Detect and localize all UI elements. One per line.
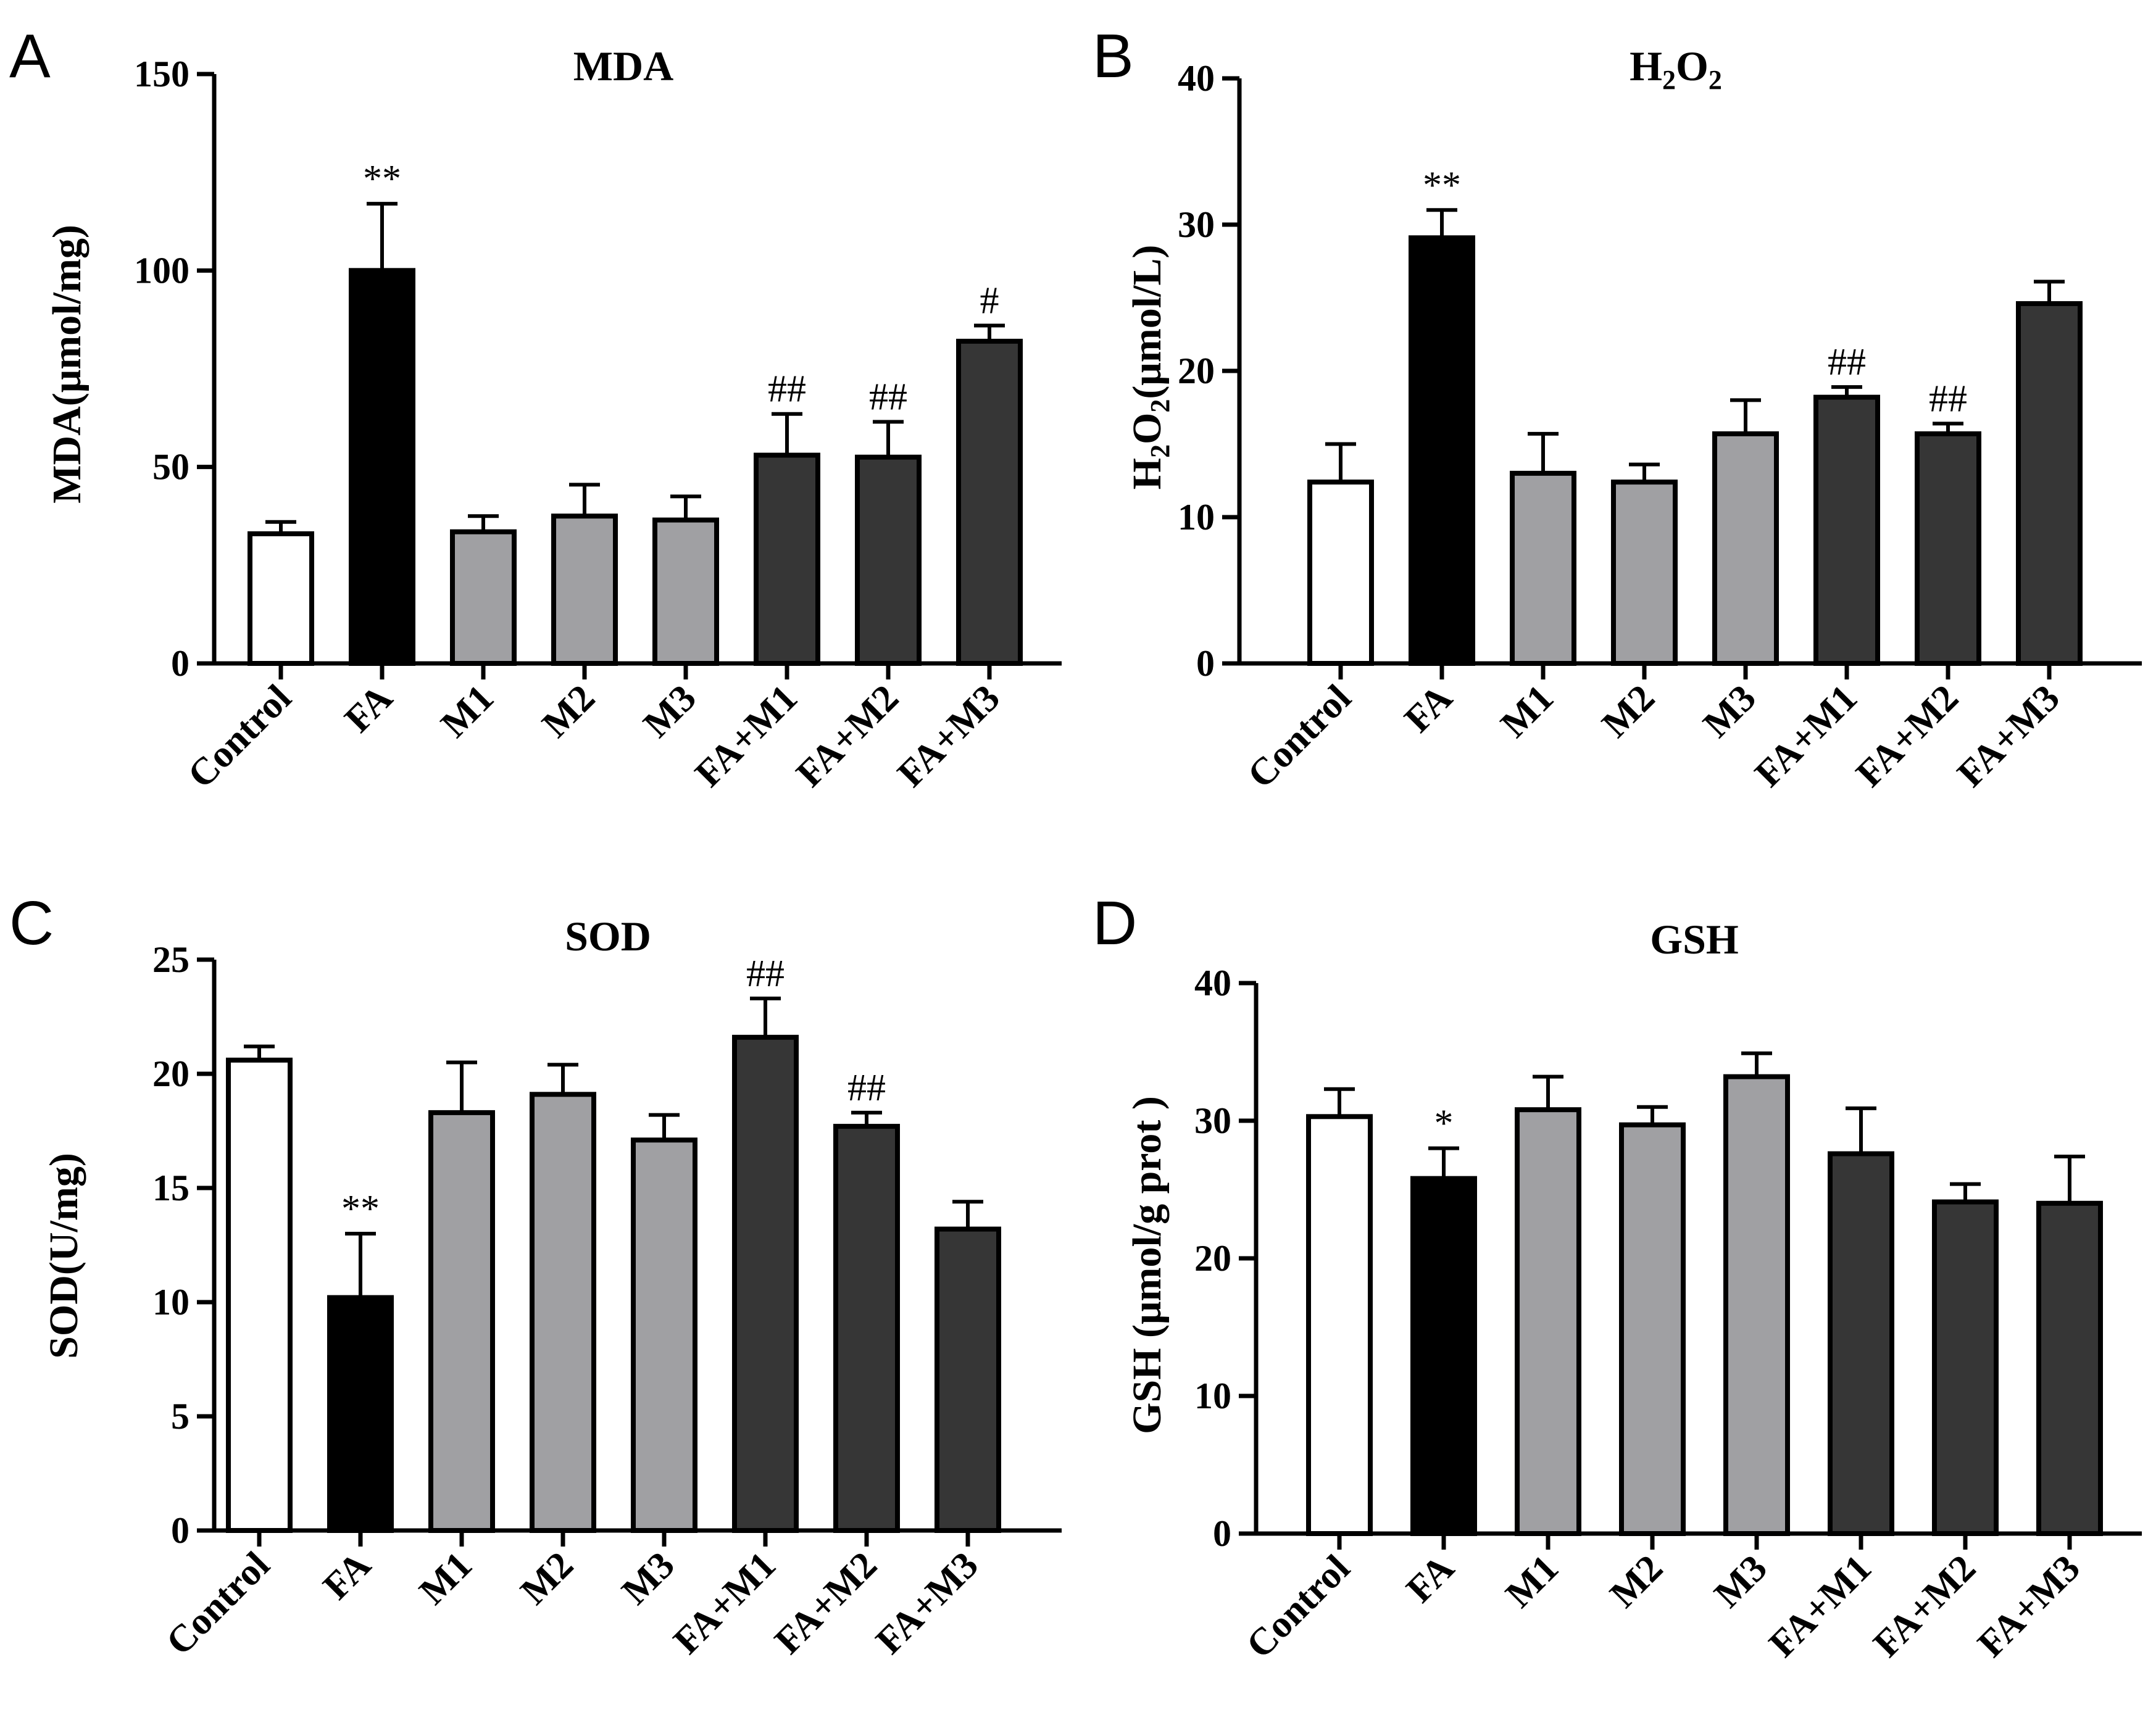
bar-m2 (1611, 480, 1678, 666)
bar-fa-plus-m1 (1813, 394, 1880, 666)
y-tick-label: 50 (152, 447, 189, 488)
y-tick-label: 0 (1213, 1513, 1231, 1554)
bar-fa-plus-m3 (2036, 1200, 2103, 1537)
significance-label: ## (1929, 378, 1967, 420)
y-tick-label: 10 (1194, 1376, 1231, 1416)
y-tick-label: 150 (134, 54, 189, 94)
significance-label: ## (1828, 341, 1866, 383)
significance-label: ## (869, 376, 907, 418)
bar-control (1306, 1114, 1373, 1537)
y-tick-label: 40 (1194, 963, 1231, 1003)
y-tick-label: 15 (152, 1168, 189, 1208)
panel-a-letter: A (9, 22, 51, 91)
bar-m1 (428, 1110, 495, 1533)
y-tick-label: 30 (1194, 1100, 1231, 1141)
bar-fa-plus-m3 (935, 1226, 1001, 1533)
y-tick-label: 30 (1178, 204, 1215, 245)
bar-m2 (530, 1092, 596, 1534)
y-tick-label: 40 (1178, 58, 1215, 99)
bar-fa-plus-m3 (2016, 301, 2083, 667)
y-tick-label: 20 (1178, 351, 1215, 391)
bar-fa (327, 1295, 394, 1534)
bar-fa-plus-m1 (754, 452, 820, 666)
y-tick-label: 0 (171, 1510, 189, 1551)
panel-c-title: SOD (565, 913, 651, 960)
panel-c-y-axis-label: SOD(U/mg) (41, 1153, 86, 1359)
bar-m3 (1723, 1074, 1790, 1536)
panel-d-title: GSH (1650, 916, 1739, 963)
bar-m1 (1510, 470, 1576, 667)
y-tick-label: 10 (152, 1282, 189, 1323)
bar-fa (1410, 1176, 1477, 1537)
bar-m3 (631, 1137, 697, 1534)
bar-fa (349, 268, 415, 667)
significance-label: ## (847, 1067, 886, 1109)
panel-c-letter: C (9, 889, 54, 958)
significance-label: ## (768, 368, 806, 410)
bar-m3 (652, 517, 719, 666)
significance-label: ** (1423, 164, 1461, 206)
y-tick-label: 25 (152, 939, 189, 980)
y-tick-label: 100 (134, 250, 189, 291)
y-tick-label: 5 (171, 1396, 189, 1437)
bar-m3 (1712, 431, 1779, 666)
bar-control (1307, 480, 1374, 666)
bar-fa-plus-m2 (1932, 1199, 1999, 1536)
y-tick-label: 0 (171, 643, 189, 684)
bar-m1 (1515, 1107, 1581, 1537)
significance-label: # (980, 280, 999, 322)
bar-control (248, 531, 314, 667)
bar-fa-plus-m2 (855, 454, 922, 666)
y-tick-label: 20 (152, 1053, 189, 1094)
bar-m2 (551, 513, 618, 666)
bar-fa-plus-m3 (956, 338, 1023, 666)
bar-m2 (1619, 1122, 1686, 1536)
significance-label: ** (341, 1188, 380, 1230)
panel-d-letter: D (1093, 889, 1137, 958)
significance-label: ## (746, 953, 785, 995)
bar-fa-plus-m1 (1828, 1151, 1894, 1536)
panel-a-title: MDA (573, 43, 673, 89)
y-tick-label: 20 (1194, 1238, 1231, 1279)
significance-label: * (1434, 1103, 1454, 1145)
bar-fa-plus-m1 (732, 1034, 799, 1534)
panel-b-letter: B (1093, 22, 1134, 91)
panel-b-y-axis-label: H2O2(μmol/L) (1125, 245, 1175, 490)
y-tick-label: 10 (1178, 497, 1215, 538)
y-tick-label: 0 (1196, 643, 1215, 684)
panel-b-title: H2O2 (1630, 43, 1722, 95)
bar-fa (1409, 235, 1475, 666)
panel-d-y-axis-label: GSH (μmol/g prot ) (1125, 1096, 1170, 1434)
significance-label: ** (363, 158, 401, 200)
bar-fa-plus-m2 (833, 1124, 900, 1533)
bar-m1 (450, 529, 517, 667)
panel-a-y-axis-label: MDA(μmol/mg) (44, 225, 90, 504)
bar-control (226, 1057, 293, 1534)
bar-fa-plus-m2 (1915, 431, 1981, 666)
